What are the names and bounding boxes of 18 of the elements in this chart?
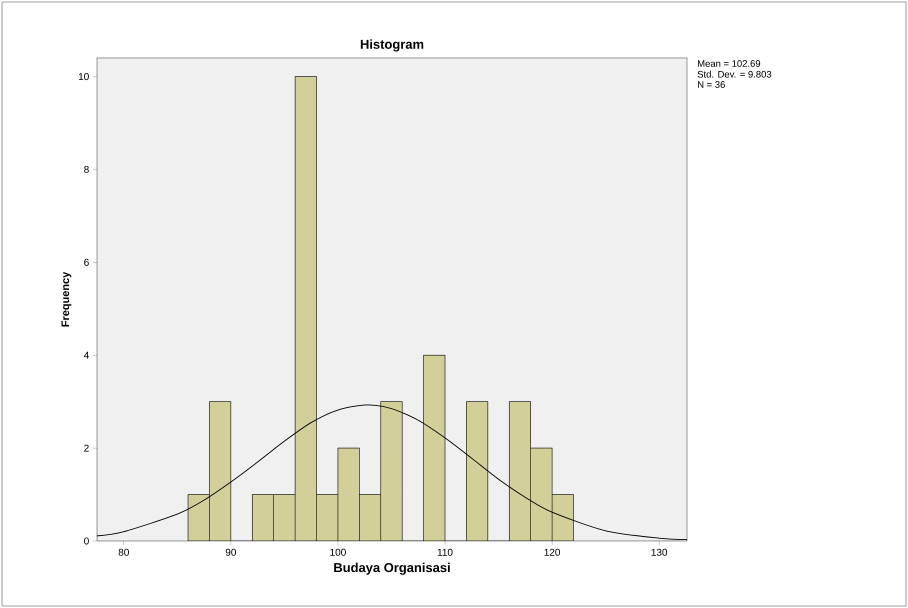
x-tick-label: 130 (652, 548, 668, 556)
x-tick-label: 100 (330, 548, 346, 556)
y-tick-label: 10 (78, 73, 89, 80)
text: Std. Dev. = 9.803 (698, 70, 772, 78)
y-tick-label: 8 (84, 166, 89, 173)
x-tick-label: 110 (438, 548, 453, 556)
y-axis-title: Frequency (62, 272, 72, 326)
y-tick-label: 0 (84, 537, 89, 545)
text: N = 36 (698, 81, 725, 88)
x-tick-label: 90 (226, 548, 236, 556)
chart-title: Histogram (360, 39, 424, 52)
x-axis-title: Budaya Organisasi (334, 562, 450, 575)
y-tick-label: 4 (84, 352, 89, 359)
text: Mean = 102.69 (698, 60, 760, 67)
y-tick-label: 2 (84, 444, 89, 452)
x-tick-label: 80 (118, 548, 129, 556)
x-tick-label: 120 (544, 548, 560, 556)
y-tick-label: 6 (84, 258, 89, 266)
